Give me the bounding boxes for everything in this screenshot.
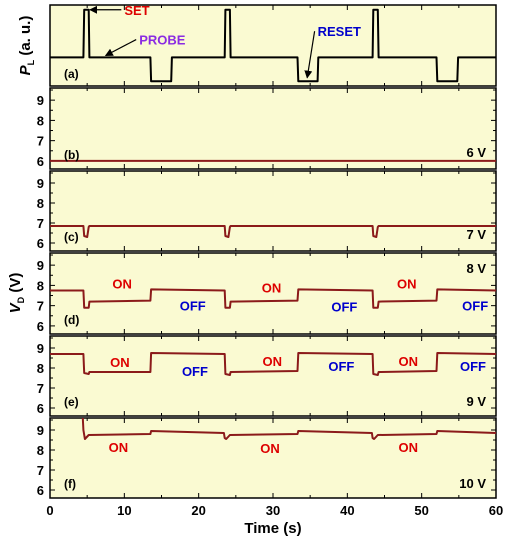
panel-frame-c	[49, 170, 497, 252]
panel-label-c: (c)	[64, 230, 79, 244]
voltage-label-f: 10 V	[459, 476, 486, 491]
state-label-off-e-3: OFF	[328, 359, 354, 374]
panel-label-a: (a)	[64, 67, 79, 81]
voltage-label-b: 6 V	[466, 145, 486, 160]
annotation-reset: RESET	[318, 24, 361, 39]
state-label-on-e-4: ON	[399, 354, 419, 369]
y-tick-label-b-1: 7	[37, 134, 44, 149]
y-tick-label-b-3: 9	[37, 93, 44, 108]
ylabel-vd: VD (V)	[7, 273, 26, 314]
x-tick-label-3: 30	[266, 503, 280, 518]
x-tick-label-1: 10	[117, 503, 131, 518]
x-tick-label-5: 50	[414, 503, 428, 518]
x-tick-label-4: 40	[340, 503, 354, 518]
y-tick-label-c-0: 6	[37, 236, 44, 251]
y-tick-label-b-0: 6	[37, 154, 44, 169]
state-label-off-d-5: OFF	[462, 299, 488, 314]
state-label-off-e-5: OFF	[460, 359, 486, 374]
annotation-set: SET	[124, 3, 149, 18]
panel-frame-a	[49, 4, 497, 87]
panel-label-b: (b)	[64, 148, 79, 162]
panel-frame-e	[49, 335, 497, 417]
ylabel-top: PL (a. u.)	[17, 16, 36, 76]
panel-label-f: (f)	[64, 477, 76, 491]
state-label-on-d-4: ON	[397, 276, 417, 291]
ylabel-vd-suffix: (V)	[7, 273, 24, 297]
ylabel-top-main: P	[17, 64, 34, 75]
xlabel: Time (s)	[244, 520, 301, 537]
y-tick-label-d-0: 6	[37, 319, 44, 334]
x-tick-label-2: 20	[191, 503, 205, 518]
state-label-on-f-1: ON	[260, 441, 280, 456]
ylabel-vd-sub: D	[16, 296, 26, 303]
vd-trace-d	[50, 288, 496, 309]
x-tick-label-0: 0	[46, 503, 53, 518]
y-tick-label-d-1: 7	[37, 299, 44, 314]
vd-trace-e	[50, 352, 496, 376]
panel-frame-f	[49, 417, 497, 499]
y-tick-label-e-2: 8	[37, 361, 44, 376]
y-tick-label-b-2: 8	[37, 113, 44, 128]
y-tick-label-d-2: 8	[37, 278, 44, 293]
state-label-off-e-1: OFF	[182, 364, 208, 379]
panel-frame-d	[49, 252, 497, 335]
panel-frame-b	[49, 87, 497, 170]
state-label-on-e-0: ON	[110, 355, 130, 370]
ylabel-top-suffix: (a. u.)	[17, 16, 34, 60]
voltage-label-c: 7 V	[466, 227, 486, 242]
voltage-label-d: 8 V	[466, 261, 486, 276]
y-tick-label-e-3: 9	[37, 341, 44, 356]
y-tick-label-c-1: 7	[37, 216, 44, 231]
state-label-on-f-2: ON	[399, 440, 419, 455]
panel-label-d: (d)	[64, 313, 79, 327]
y-tick-label-f-1: 7	[37, 463, 44, 478]
voltage-label-e: 9 V	[466, 394, 486, 409]
y-tick-label-f-3: 9	[37, 423, 44, 438]
vd-trace-c	[50, 225, 496, 238]
state-label-on-d-2: ON	[262, 280, 282, 295]
ylabel-top-sub: L	[26, 59, 36, 65]
annotation-arrow-reset	[304, 31, 316, 79]
y-tick-label-e-1: 7	[37, 381, 44, 396]
annotation-arrow-probe	[104, 39, 137, 57]
ylabel-vd-main: V	[7, 301, 24, 313]
y-tick-label-e-0: 6	[37, 401, 44, 416]
y-tick-label-d-3: 9	[37, 258, 44, 273]
state-label-on-e-2: ON	[263, 354, 283, 369]
state-label-on-f-0: ON	[109, 440, 129, 455]
vd-trace-f	[81, 418, 496, 440]
y-tick-label-c-3: 9	[37, 176, 44, 191]
state-label-off-d-3: OFF	[331, 300, 357, 315]
state-label-on-d-0: ON	[112, 276, 132, 291]
probe-trace-line	[50, 8, 496, 83]
panel-label-e: (e)	[64, 395, 79, 409]
y-tick-label-c-2: 8	[37, 196, 44, 211]
annotation-probe: PROBE	[139, 33, 186, 48]
x-tick-label-6: 60	[489, 503, 503, 518]
y-tick-label-f-2: 8	[37, 443, 44, 458]
y-tick-label-f-0: 6	[37, 483, 44, 498]
state-label-off-d-1: OFF	[180, 299, 206, 314]
